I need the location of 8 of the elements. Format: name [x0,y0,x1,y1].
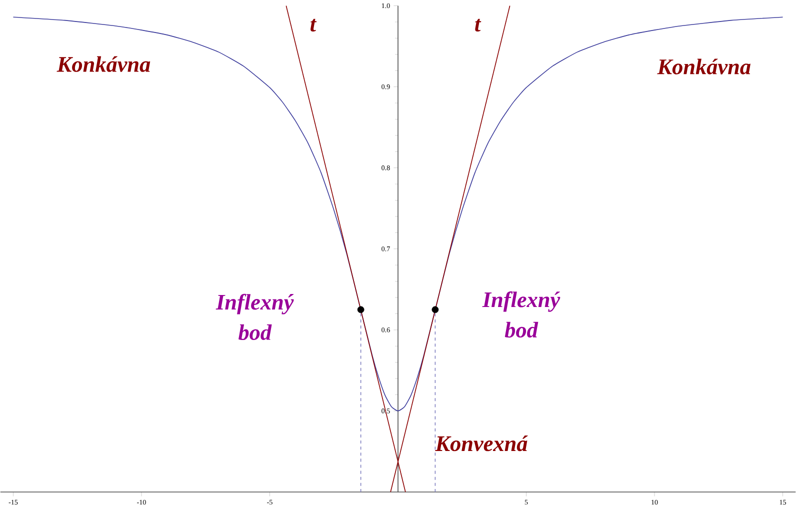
annotation: Inflexný bod [482,291,560,338]
annotation: Konvexná [435,436,528,452]
annotation: t [475,18,482,32]
line-series [12,16,784,412]
annotation: Inflexný bod [216,294,294,340]
annotation: Konkávna [56,56,150,72]
annotation: Konkávna [657,58,750,74]
annotation: t [310,18,317,32]
